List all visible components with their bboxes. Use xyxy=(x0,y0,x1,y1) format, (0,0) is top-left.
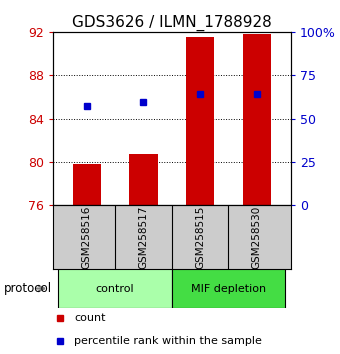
Bar xyxy=(186,37,214,205)
Bar xyxy=(129,154,157,205)
Text: protocol: protocol xyxy=(3,282,52,295)
Bar xyxy=(242,34,271,205)
Bar xyxy=(172,269,285,308)
Text: percentile rank within the sample: percentile rank within the sample xyxy=(74,336,262,346)
Text: GSM258530: GSM258530 xyxy=(252,206,262,269)
Text: control: control xyxy=(96,284,134,293)
Text: count: count xyxy=(74,313,106,323)
Bar xyxy=(72,164,101,205)
Text: GSM258516: GSM258516 xyxy=(82,205,92,269)
Bar xyxy=(58,269,172,308)
Title: GDS3626 / ILMN_1788928: GDS3626 / ILMN_1788928 xyxy=(72,14,272,30)
Text: MIF depletion: MIF depletion xyxy=(191,284,266,293)
Text: GSM258517: GSM258517 xyxy=(138,205,148,269)
Text: GSM258515: GSM258515 xyxy=(195,205,205,269)
